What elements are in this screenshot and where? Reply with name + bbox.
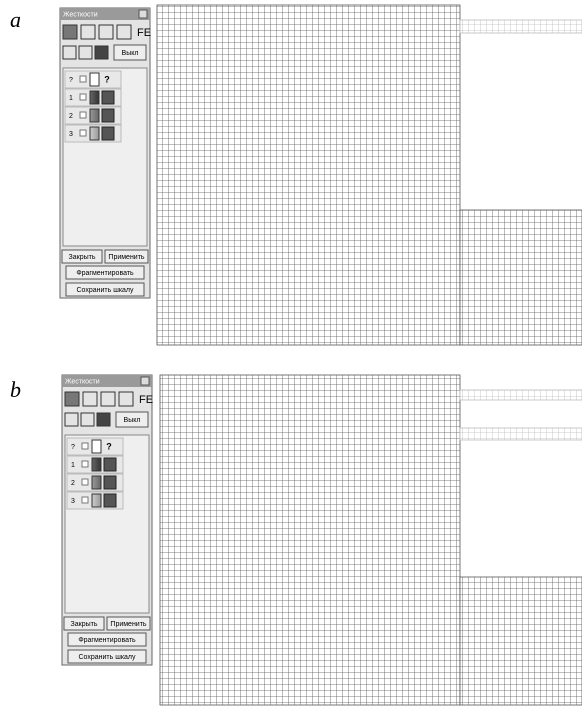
window-title: Жесткости — [65, 378, 100, 385]
button-label: Сохранить шкалу — [76, 287, 134, 294]
checkbox[interactable] — [80, 94, 86, 100]
tool-icon[interactable] — [97, 413, 110, 426]
stiffness-icon — [102, 109, 114, 122]
panel: a Жесткости FE Выкл?? 1 2 3 Закрыть Применить Фра… — [10, 5, 582, 345]
tool-icon[interactable] — [119, 392, 133, 406]
mesh — [157, 5, 460, 345]
stiffness-icon — [104, 458, 116, 471]
button-label: Фрагментировать — [76, 270, 134, 277]
mesh — [460, 577, 582, 705]
color-swatch — [90, 91, 99, 104]
tool-icon[interactable] — [81, 25, 95, 39]
checkbox[interactable] — [82, 443, 88, 449]
row-number: 1 — [69, 95, 73, 102]
stiffness-window: Жесткости FE Выкл?? 1 2 3 Закрыть Применить Фраг… — [62, 375, 153, 665]
row-mark: ? — [104, 74, 110, 84]
off-button-label: Выкл — [122, 50, 139, 57]
tool-icon[interactable] — [79, 46, 92, 59]
stiffness-icon — [102, 91, 114, 104]
off-button-label: Выкл — [124, 417, 141, 424]
tool-icon[interactable] — [99, 25, 113, 39]
checkbox[interactable] — [80, 112, 86, 118]
checkbox[interactable] — [82, 461, 88, 467]
row-mark: ? — [106, 441, 112, 451]
button-label: Закрыть — [71, 621, 98, 628]
panel-label: a — [10, 7, 21, 32]
stiffness-icon — [104, 494, 116, 507]
panel-label: b — [10, 377, 21, 402]
color-swatch — [92, 458, 101, 471]
page: a Жесткости FE Выкл?? 1 2 3 Закрыть Применить Фра… — [0, 0, 582, 707]
row-number: ? — [71, 444, 75, 451]
row-number: 2 — [69, 113, 73, 120]
window-title: Жесткости — [63, 11, 98, 18]
row-number: 3 — [69, 131, 73, 138]
mesh — [460, 210, 582, 345]
color-swatch — [90, 73, 99, 86]
tool-icon[interactable] — [117, 25, 131, 39]
close-button[interactable] — [139, 10, 147, 18]
color-swatch — [92, 494, 101, 507]
panel: b Жесткости FE Выкл?? 1 2 3 Закрыть Применить Фра… — [10, 375, 582, 705]
row-number: ? — [69, 77, 73, 84]
stiffness-icon — [104, 476, 116, 489]
tool-icon[interactable] — [101, 392, 115, 406]
stiffness-window: Жесткости FE Выкл?? 1 2 3 Закрыть Применить Фраг… — [60, 8, 151, 298]
button-label: Применить — [108, 254, 145, 261]
close-button[interactable] — [141, 377, 149, 385]
color-swatch — [92, 440, 101, 453]
stiffness-icon — [102, 127, 114, 140]
row-number: 3 — [71, 498, 75, 505]
button-label: Фрагментировать — [78, 637, 136, 644]
tool-icon[interactable] — [63, 25, 77, 39]
tool-fe: FE — [137, 27, 151, 39]
color-swatch — [90, 109, 99, 122]
color-swatch — [92, 476, 101, 489]
row-number: 1 — [71, 462, 75, 469]
button-label: Закрыть — [69, 254, 96, 261]
mesh — [460, 390, 582, 400]
color-swatch — [90, 127, 99, 140]
tool-fe: FE — [139, 394, 153, 406]
checkbox[interactable] — [80, 130, 86, 136]
tool-icon[interactable] — [83, 392, 97, 406]
tool-icon[interactable] — [63, 46, 76, 59]
tool-icon[interactable] — [65, 392, 79, 406]
checkbox[interactable] — [80, 76, 86, 82]
row-number: 2 — [71, 480, 75, 487]
button-label: Сохранить шкалу — [78, 654, 136, 661]
checkbox[interactable] — [82, 497, 88, 503]
mesh — [460, 428, 582, 440]
tool-icon[interactable] — [81, 413, 94, 426]
figure: a Жесткости FE Выкл?? 1 2 3 Закрыть Применить Фра… — [0, 0, 582, 707]
checkbox[interactable] — [82, 479, 88, 485]
mesh — [460, 20, 582, 33]
tool-icon[interactable] — [65, 413, 78, 426]
button-label: Применить — [110, 621, 147, 628]
tool-icon[interactable] — [95, 46, 108, 59]
mesh — [160, 375, 460, 705]
